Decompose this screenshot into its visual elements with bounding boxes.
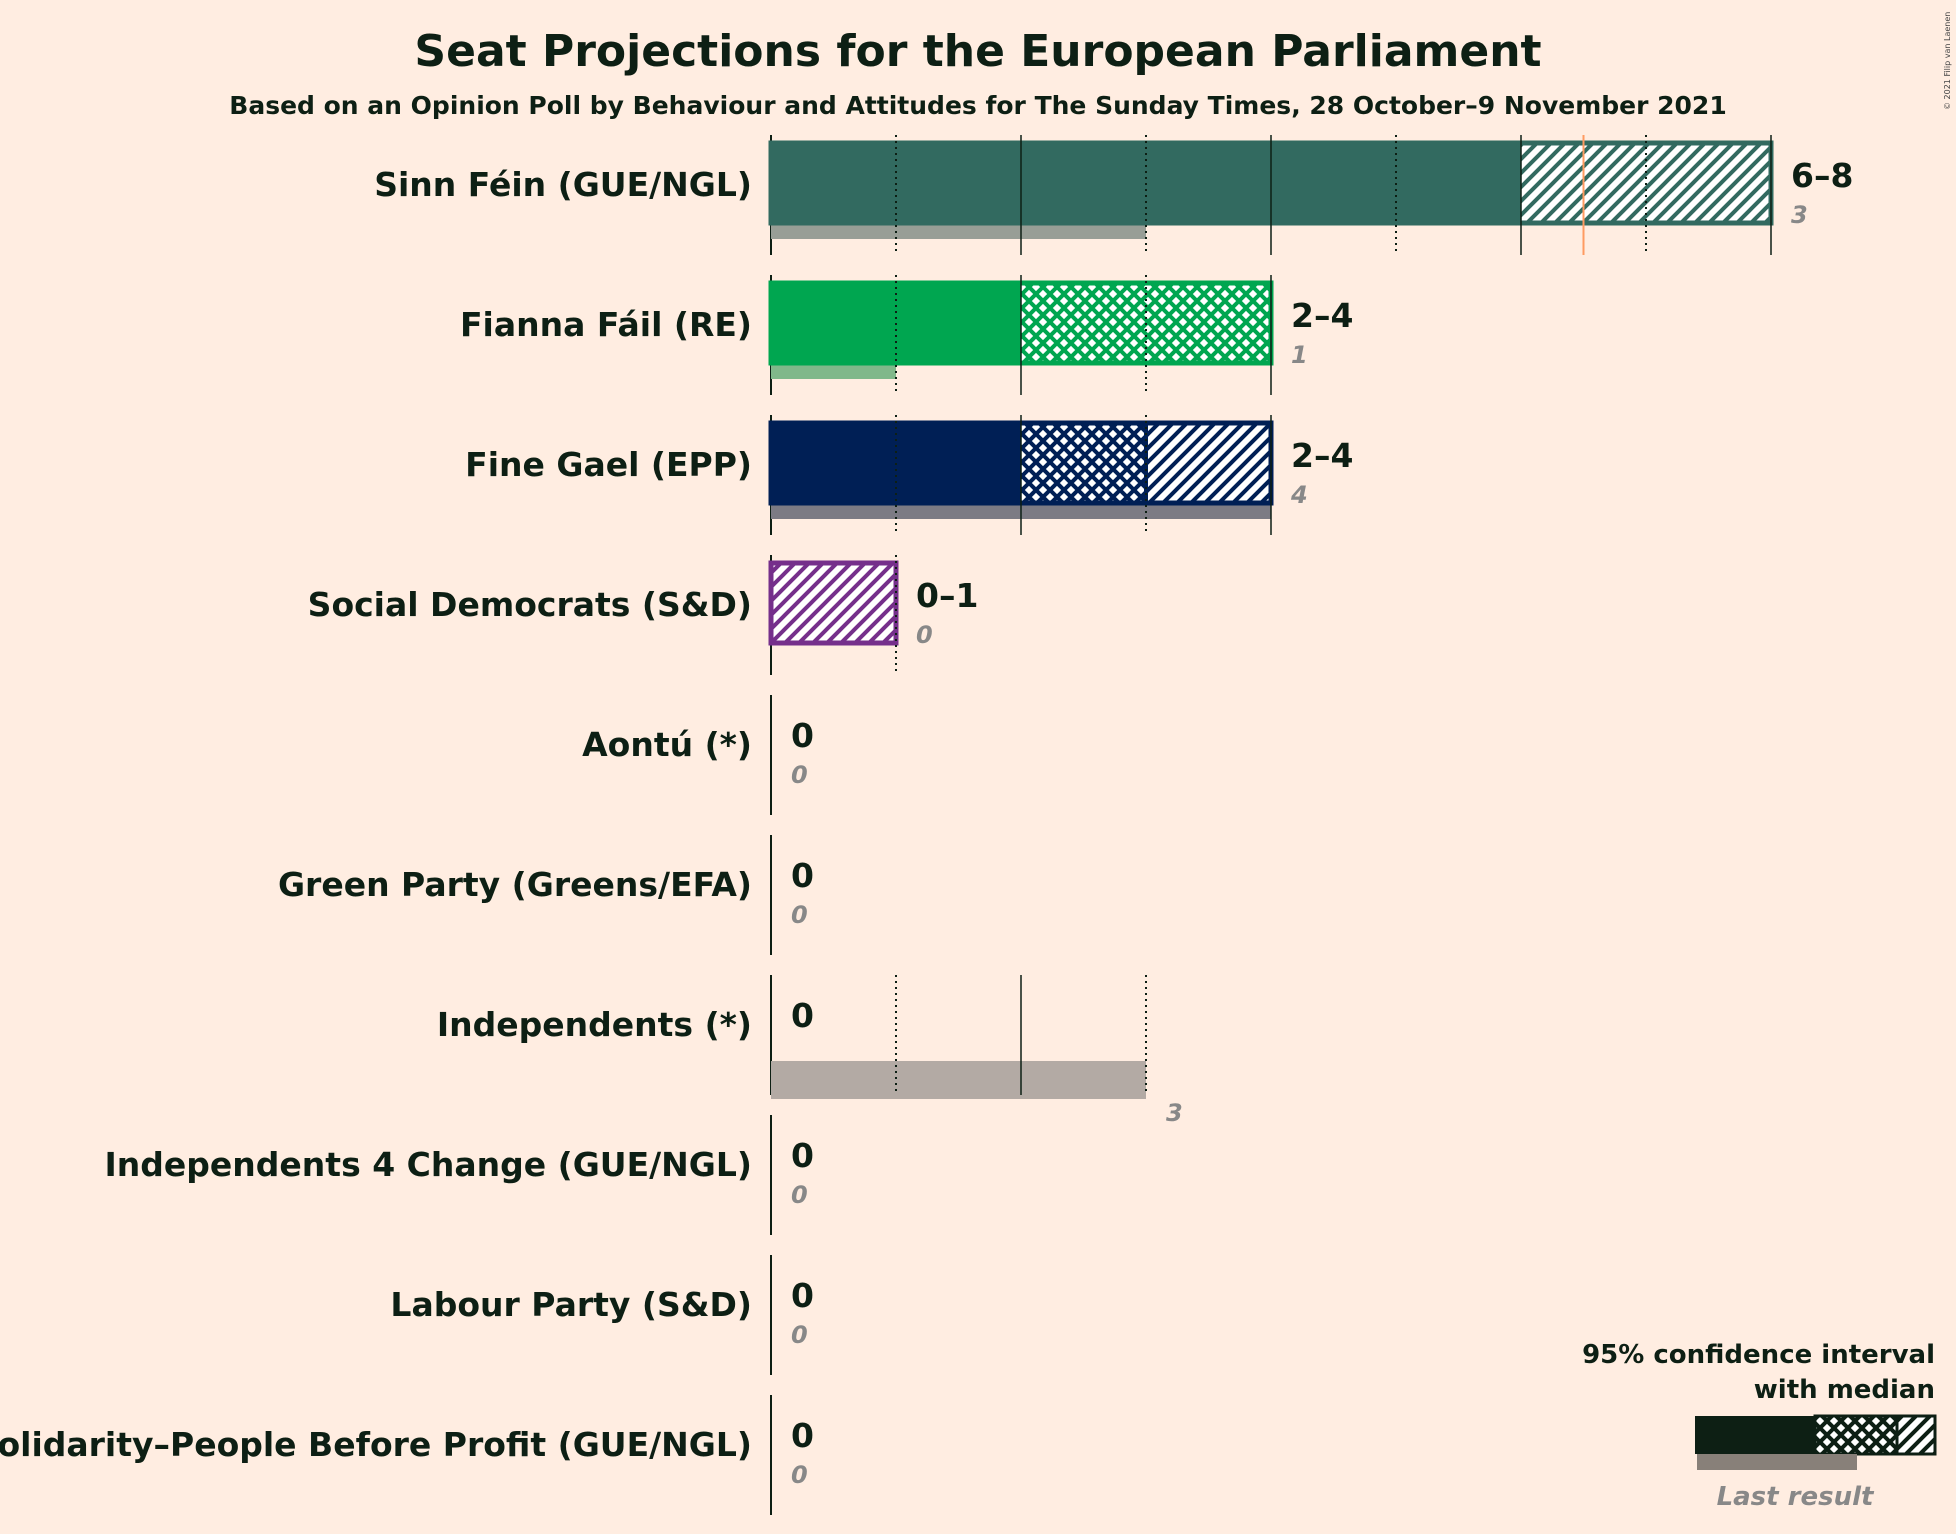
- party-label: Fianna Fáil (RE): [460, 305, 752, 344]
- range-label: 0: [791, 1136, 814, 1175]
- range-label: 0–1: [916, 576, 978, 615]
- last-result-label: 0: [791, 1321, 808, 1349]
- legend-last-result-swatch: [1697, 1454, 1857, 1470]
- last-result-label: 1: [1291, 341, 1308, 369]
- ci-upper-bar: [771, 563, 896, 643]
- chart-subtitle: Based on an Opinion Poll by Behaviour an…: [229, 91, 1726, 120]
- ci-upper-bar: [1146, 423, 1271, 503]
- party-label: Solidarity–People Before Profit (GUE/NGL…: [0, 1425, 752, 1464]
- legend-last-result-label: Last result: [1717, 1482, 1875, 1512]
- party-label: Fine Gael (EPP): [465, 445, 752, 484]
- last-result-label: 0: [916, 621, 933, 649]
- range-label: 0: [791, 856, 814, 895]
- range-label: 0: [791, 1416, 814, 1455]
- legend-hatch-swatch: [1895, 1414, 1937, 1456]
- party-row: Solidarity–People Before Profit (GUE/NGL…: [0, 1395, 814, 1515]
- last-result-bar: [771, 1061, 1146, 1099]
- copyright-notice: © 2021 Filip van Laenen: [1943, 12, 1952, 110]
- last-result-label: 0: [791, 1181, 808, 1209]
- legend: 95% confidence interval with median Last…: [1582, 1340, 1937, 1512]
- party-label: Social Democrats (S&D): [308, 585, 752, 624]
- party-row: Green Party (Greens/EFA) 0 0: [278, 835, 814, 955]
- range-label: 6–8: [1791, 156, 1853, 195]
- last-result-label: 0: [791, 1461, 808, 1489]
- last-result-label: 0: [791, 901, 808, 929]
- party-row: Independents (*) 0 3: [437, 975, 1183, 1127]
- party-row: Sinn Féin (GUE/NGL) 6–8 3: [374, 135, 1853, 255]
- chart-title: Seat Projections for the European Parlia…: [414, 26, 1541, 77]
- last-result-label: 0: [791, 761, 808, 789]
- last-result-label: 3: [1166, 1099, 1183, 1127]
- party-row: Labour Party (S&D) 0 0: [390, 1255, 814, 1375]
- party-row: Aontú (*) 0 0: [582, 695, 814, 815]
- party-label: Independents (*): [437, 1005, 752, 1044]
- party-row: Independents 4 Change (GUE/NGL) 0 0: [105, 1115, 814, 1235]
- party-label: Green Party (Greens/EFA): [278, 865, 752, 904]
- party-row: Fine Gael (EPP) 2–4 4: [465, 415, 1353, 535]
- party-label: Sinn Féin (GUE/NGL): [374, 165, 752, 204]
- last-result-label: 3: [1791, 201, 1808, 229]
- legend-ci-line1: 95% confidence interval: [1582, 1340, 1935, 1370]
- range-label: 0: [791, 716, 814, 755]
- party-label: Labour Party (S&D): [390, 1285, 752, 1324]
- party-label: Aontú (*): [582, 725, 752, 764]
- party-row: Fianna Fáil (RE) 2–4 1: [460, 275, 1353, 395]
- last-result-label: 4: [1290, 481, 1308, 509]
- legend-solid-swatch: [1695, 1416, 1815, 1454]
- range-label: 0: [791, 996, 814, 1035]
- ci-median-bar: [1021, 423, 1146, 503]
- legend-cross-swatch: [1813, 1414, 1899, 1456]
- party-label: Independents 4 Change (GUE/NGL): [105, 1145, 752, 1184]
- range-label: 0: [791, 1276, 814, 1315]
- range-label: 2–4: [1291, 436, 1353, 475]
- legend-ci-line2: with median: [1754, 1375, 1935, 1405]
- party-row: Social Democrats (S&D) 0–1 0: [308, 555, 978, 675]
- range-label: 2–4: [1291, 296, 1353, 335]
- bars-layer: Sinn Féin (GUE/NGL) 6–8 3 Fianna Fáil (RE) 2…: [0, 135, 1853, 1515]
